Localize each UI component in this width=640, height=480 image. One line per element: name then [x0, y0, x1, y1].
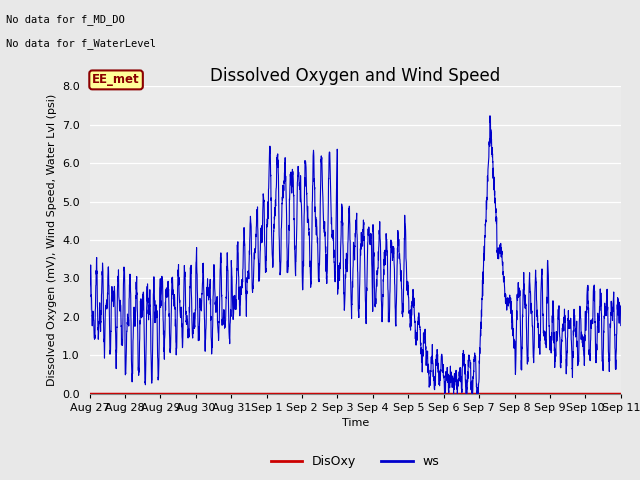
- ws: [178, 324, 186, 330]
- DisOxy: [289, 391, 297, 396]
- Legend: DisOxy, ws: DisOxy, ws: [266, 450, 444, 473]
- DisOxy: [86, 391, 93, 396]
- ws: [441, 391, 449, 396]
- ws: [86, 307, 93, 312]
- DisOxy: [178, 391, 186, 396]
- DisOxy: [312, 391, 320, 396]
- ws: [289, 178, 297, 184]
- Text: No data for f_MD_DO: No data for f_MD_DO: [6, 14, 125, 25]
- ws: [147, 302, 154, 308]
- ws: [550, 312, 557, 318]
- ws: [617, 323, 625, 328]
- Text: No data for f_WaterLevel: No data for f_WaterLevel: [6, 38, 156, 49]
- DisOxy: [549, 391, 557, 396]
- ws: [312, 232, 320, 238]
- Text: EE_met: EE_met: [92, 73, 140, 86]
- DisOxy: [617, 391, 625, 396]
- Line: ws: ws: [90, 116, 621, 394]
- ws: [607, 314, 614, 320]
- Y-axis label: Dissolved Oxygen (mV), Wind Speed, Water Lvl (psi): Dissolved Oxygen (mV), Wind Speed, Water…: [47, 94, 56, 386]
- X-axis label: Time: Time: [342, 418, 369, 428]
- DisOxy: [607, 391, 614, 396]
- Title: Dissolved Oxygen and Wind Speed: Dissolved Oxygen and Wind Speed: [210, 67, 500, 85]
- DisOxy: [147, 391, 154, 396]
- ws: [486, 113, 494, 119]
